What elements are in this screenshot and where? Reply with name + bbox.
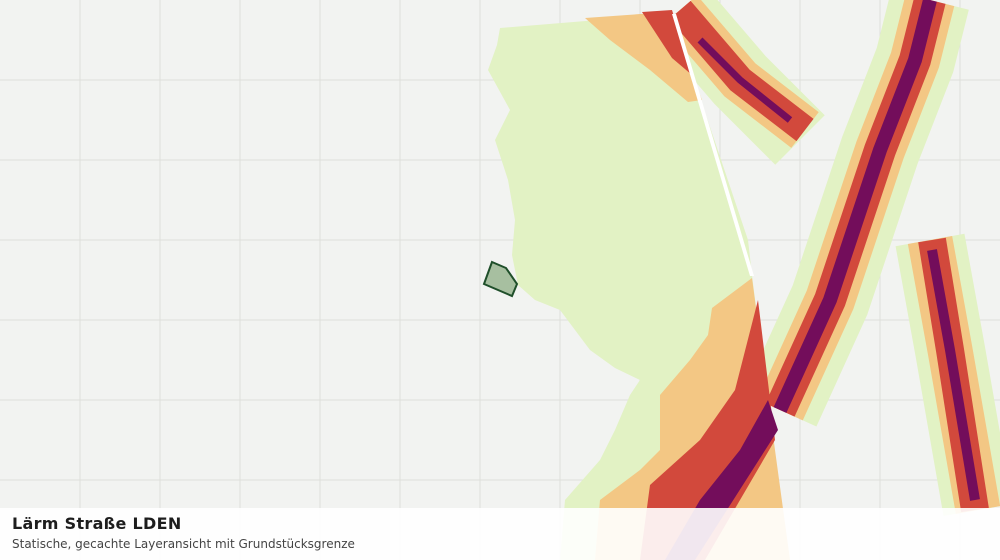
parcel: [482, 260, 519, 298]
band-max: [773, 0, 937, 413]
caption-title: Lärm Straße LDEN: [12, 514, 182, 533]
caption-subtitle: Statische, gecachte Layeransicht mit Gru…: [12, 537, 355, 551]
noise-area-high: [640, 300, 775, 560]
boundary-gap: [672, 14, 754, 276]
noise-bands: [653, 0, 1000, 517]
band-max: [697, 37, 793, 123]
caption: Lärm Straße LDEN Statische, gecachte Lay…: [0, 508, 1000, 560]
noise-area-high: [642, 10, 692, 75]
band-max: [927, 249, 980, 501]
